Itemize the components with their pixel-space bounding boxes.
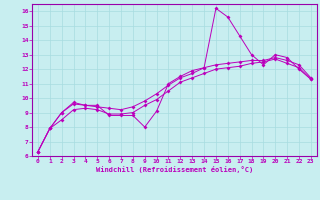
X-axis label: Windchill (Refroidissement éolien,°C): Windchill (Refroidissement éolien,°C)	[96, 166, 253, 173]
